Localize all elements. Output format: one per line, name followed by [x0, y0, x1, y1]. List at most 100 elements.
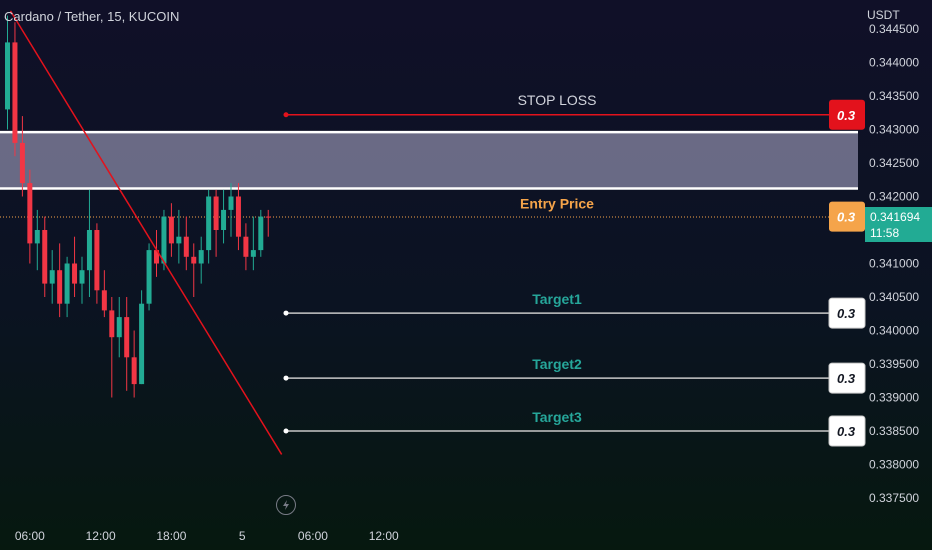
target-badge-bg [828, 415, 866, 447]
target-badge: 0.3 [828, 297, 866, 329]
resistance-zone [0, 132, 858, 189]
candle [116, 297, 122, 358]
candle [94, 223, 100, 304]
target-anchor[interactable] [283, 428, 289, 434]
candle-body [154, 250, 159, 264]
price-tick-label: 0.338000 [869, 458, 919, 472]
candle-body [206, 196, 212, 251]
candle [57, 243, 63, 318]
candle [250, 216, 256, 271]
candle-body [34, 230, 40, 244]
candle [265, 209, 271, 237]
price-tick-label: 0.344000 [869, 56, 919, 70]
price-tick-label: 0.338500 [869, 424, 919, 438]
time-tick-label: 18:00 [156, 529, 186, 543]
candle [228, 183, 234, 237]
candle-body [57, 270, 63, 304]
target-badge-bg [828, 362, 866, 394]
target-lines: Target1 Target2 Target3 [283, 291, 858, 434]
candle [124, 297, 130, 391]
candle-body [19, 142, 25, 184]
target-badge: 0.3 [828, 415, 866, 447]
price-tick-label: 0.340000 [869, 324, 919, 338]
candle-body [94, 230, 100, 291]
time-axis[interactable]: 06:00 12:00 18:00 5 06:00 12:00 [15, 529, 399, 543]
candle-body [42, 230, 48, 284]
candle [131, 330, 137, 398]
price-badges: 0.3 0.3 0.3 0.3 0.3 [828, 99, 866, 447]
price-tick-label: 0.341000 [869, 257, 919, 271]
candle [72, 236, 78, 297]
target-badge-text: 0.3 [837, 371, 856, 386]
candle [168, 203, 174, 257]
candle [139, 290, 145, 385]
candle-body [235, 196, 241, 237]
candle-body [72, 263, 78, 284]
target-badge-text: 0.3 [837, 424, 856, 439]
time-tick-label: 06:00 [298, 529, 328, 543]
entry-badge-text: 0.3 [837, 210, 856, 225]
target-label: Target2 [532, 356, 582, 372]
candle-body [168, 216, 174, 244]
price-tick-label: 0.339500 [869, 357, 919, 371]
candle-body [116, 317, 122, 338]
candle [79, 256, 85, 304]
candle [34, 209, 40, 271]
price-tick-label: 0.337500 [869, 491, 919, 505]
symbol-title: Cardano / Tether, 15, KUCOIN [4, 9, 180, 24]
candle-series [5, 15, 271, 398]
time-tick-label: 12:00 [369, 529, 399, 543]
target-label: Target1 [532, 291, 582, 307]
price-tick-label: 0.342500 [869, 156, 919, 170]
candle-body [183, 236, 189, 257]
candle [19, 116, 25, 197]
candle-body [5, 42, 10, 110]
candle-body [146, 250, 152, 304]
candle [198, 236, 204, 284]
candle [109, 297, 115, 398]
bar-countdown: 11:58 [870, 226, 900, 240]
time-tick-label: 06:00 [15, 529, 45, 543]
price-tick-label: 0.344500 [869, 22, 919, 36]
candle-body [198, 250, 204, 264]
last-price-tag: 0.341694 11:58 [865, 207, 932, 242]
candle-body [176, 236, 182, 244]
price-tick-label: 0.343500 [869, 89, 919, 103]
candle [183, 216, 189, 271]
candle [49, 250, 55, 304]
candle [101, 270, 107, 318]
target-anchor[interactable] [283, 310, 289, 316]
candle-body [86, 230, 92, 271]
candle [86, 189, 92, 297]
target-badge-text: 0.3 [837, 306, 856, 321]
trend-line[interactable] [9, 10, 283, 455]
candle-body [213, 196, 219, 230]
price-axis[interactable]: 0.337500 0.338000 0.338500 0.339000 0.339500… [869, 22, 919, 505]
entry-badge-bg [829, 201, 865, 232]
candle [27, 169, 33, 264]
last-price-value: 0.341694 [870, 210, 921, 224]
candle [206, 189, 212, 264]
candle [176, 209, 182, 264]
candle-body [228, 196, 234, 210]
candle-body [27, 183, 33, 244]
candle-body [131, 357, 137, 385]
target-anchor[interactable] [283, 375, 289, 381]
price-tick-label: 0.339000 [869, 391, 919, 405]
candle-body [109, 310, 115, 338]
lightning-icon[interactable] [276, 495, 296, 515]
target-badge-bg [828, 297, 866, 329]
entry-badge: 0.3 [829, 201, 865, 232]
price-tick-label: 0.343000 [869, 123, 919, 137]
candle [221, 189, 227, 244]
candle-body [221, 209, 227, 230]
candle [64, 256, 70, 318]
price-tick-label: 0.342000 [869, 190, 919, 204]
candle [191, 243, 197, 297]
stop-loss-anchor[interactable] [283, 112, 289, 118]
candle [258, 209, 264, 257]
stop-loss-badge-text: 0.3 [837, 108, 856, 123]
candle [213, 189, 219, 257]
candle [235, 183, 241, 251]
